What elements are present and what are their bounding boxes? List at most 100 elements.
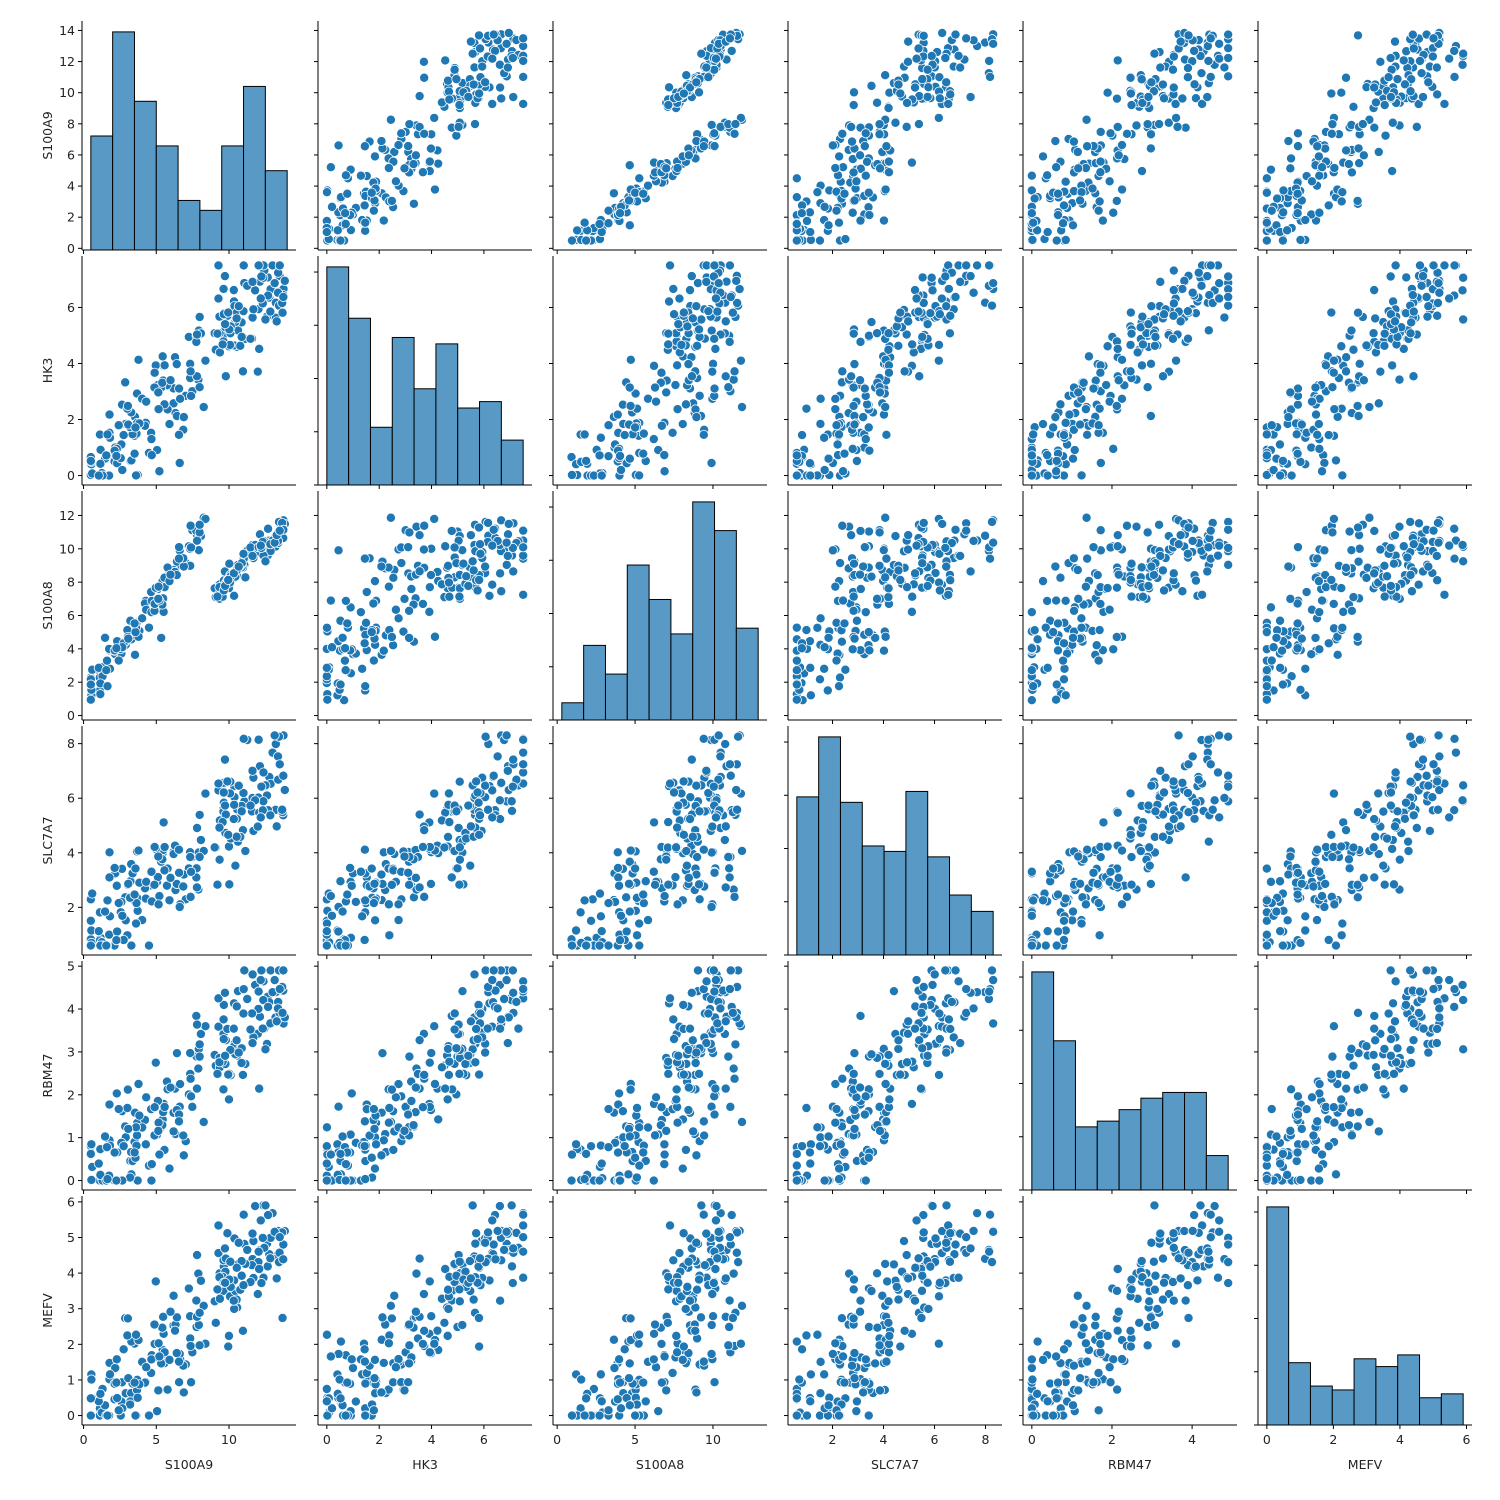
scatter-point [819, 432, 830, 443]
scatter-point [487, 53, 498, 64]
scatter-point [985, 553, 996, 564]
scatter-point [484, 590, 495, 601]
panel-S100A9-vs-MEFV [1254, 21, 1472, 254]
scatter-point [712, 1018, 723, 1029]
scatter-point [1095, 126, 1106, 137]
scatter-point [1387, 843, 1398, 854]
scatter-point [1026, 643, 1037, 654]
histogram-bar [369, 426, 393, 486]
scatter-point [217, 339, 228, 350]
panel-S100A8-vs-MEFV [1254, 491, 1472, 724]
scatter-point [277, 804, 288, 815]
scatter-point [368, 598, 379, 609]
scatter-point [917, 558, 928, 569]
scatter-point [630, 422, 641, 433]
scatter-point [612, 409, 623, 420]
scatter-point [1405, 328, 1416, 339]
scatter-point [1405, 731, 1416, 742]
scatter-point [503, 529, 514, 540]
scatter-point [691, 77, 702, 88]
scatter-point [1105, 866, 1116, 877]
scatter-point [1076, 613, 1087, 624]
scatter-point [965, 92, 976, 103]
scatter-point [1320, 360, 1331, 371]
scatter-point [255, 293, 266, 304]
scatter-point [1143, 580, 1154, 591]
scatter-point [1163, 117, 1174, 128]
scatter-point [698, 141, 709, 152]
scatter-point [1111, 631, 1122, 642]
scatter-point [429, 631, 440, 642]
scatter-point [1326, 307, 1337, 318]
scatter-point [424, 582, 435, 593]
scatter-point [1125, 366, 1136, 377]
scatter-point [678, 999, 689, 1010]
scatter-point [726, 45, 737, 56]
y-tick-label: 0 [67, 241, 75, 256]
scatter-point [130, 627, 141, 638]
histogram-bar [177, 199, 201, 251]
scatter-point [146, 1159, 157, 1170]
scatter-point [902, 582, 913, 593]
scatter-point [359, 1116, 370, 1127]
scatter-point [848, 87, 859, 98]
scatter-point [988, 537, 999, 548]
scatter-point [1040, 940, 1051, 951]
scatter-point [1261, 235, 1272, 246]
scatter-point [725, 770, 736, 781]
scatter-point [1328, 788, 1339, 799]
scatter-point [414, 809, 425, 820]
scatter-point [805, 470, 816, 481]
scatter-point [109, 862, 120, 873]
scatter-point [683, 150, 694, 161]
scatter-point [608, 188, 619, 199]
scatter-point [864, 445, 875, 456]
scatter-point [1306, 649, 1317, 660]
scatter-point [859, 141, 870, 152]
scatter-point [153, 899, 164, 910]
scatter-point [1348, 592, 1359, 603]
scatter-point [575, 907, 586, 918]
scatter-point [1402, 552, 1413, 563]
scatter-point [1261, 173, 1272, 184]
scatter-point [1026, 866, 1037, 877]
scatter-point [442, 1094, 453, 1105]
scatter-point [1265, 876, 1276, 887]
scatter-point [631, 1172, 642, 1183]
scatter-point [1411, 822, 1422, 833]
scatter-point [390, 604, 401, 615]
scatter-point [1051, 455, 1062, 466]
scatter-point [883, 583, 894, 594]
scatter-point [1113, 375, 1124, 386]
scatter-point [927, 285, 938, 296]
scatter-point [361, 587, 372, 598]
scatter-point [1266, 655, 1277, 666]
scatter-point [122, 1084, 133, 1095]
scatter-point [403, 867, 414, 878]
scatter-point [1026, 208, 1037, 219]
scatter-point [129, 618, 140, 629]
scatter-point [1314, 607, 1325, 618]
scatter-point [891, 321, 902, 332]
scatter-point [240, 572, 251, 583]
scatter-point [1274, 439, 1285, 450]
scatter-point [1431, 550, 1442, 561]
scatter-point [1028, 895, 1039, 906]
scatter-point [848, 382, 859, 393]
scatter-point [1379, 560, 1390, 571]
scatter-point [346, 880, 357, 891]
scatter-point [254, 343, 265, 354]
histogram-bar [221, 145, 245, 251]
scatter-point [934, 585, 945, 596]
scatter-point [153, 404, 164, 415]
scatter-point [1158, 371, 1169, 382]
scatter-point [1434, 751, 1445, 762]
scatter-point [269, 730, 280, 741]
scatter-point [1405, 569, 1416, 580]
scatter-point [1313, 151, 1324, 162]
scatter-point [624, 453, 635, 464]
scatter-point [158, 817, 169, 828]
scatter-point [454, 854, 465, 865]
scatter-point [453, 121, 464, 132]
scatter-point [701, 62, 712, 73]
